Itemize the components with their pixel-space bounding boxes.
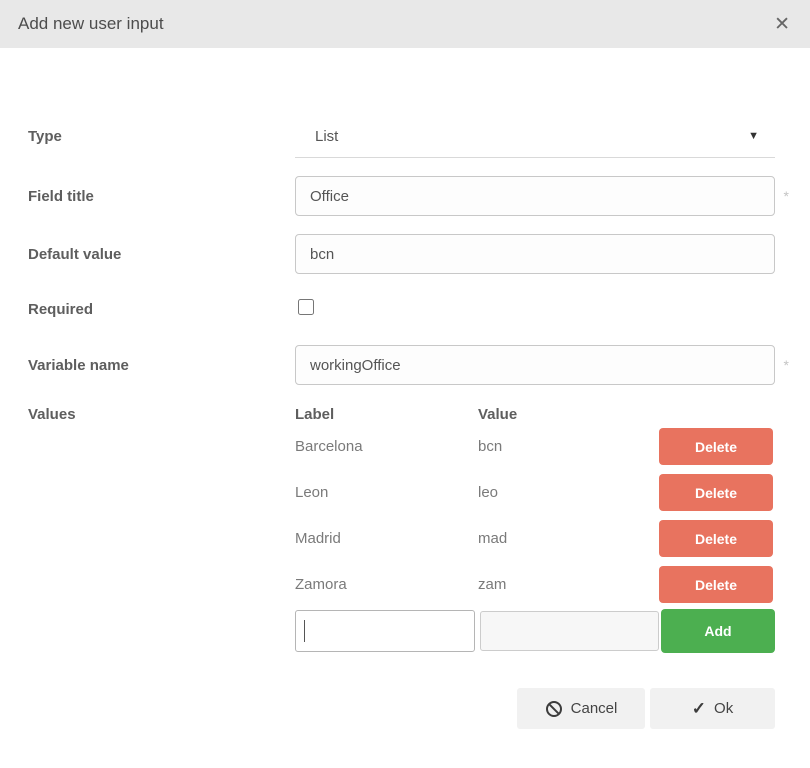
new-label-input[interactable]: [295, 610, 475, 652]
add-user-input-dialog: Add new user input ✕ Type List ▼ Field t…: [0, 0, 810, 729]
value-row-madrid: Madrid mad Delete: [295, 516, 775, 561]
ok-button[interactable]: ✓ Ok: [650, 688, 775, 729]
required-checkbox[interactable]: [298, 299, 314, 315]
type-row: Type List ▼: [28, 115, 775, 158]
value-row-leon: Leon leo Delete: [295, 470, 775, 515]
value-row-label: Barcelona: [295, 438, 363, 455]
column-header-label: Label: [295, 406, 335, 423]
values-section: Values Label Value Barcelona bcn Delete …: [28, 406, 775, 653]
cancel-button[interactable]: Cancel: [517, 688, 645, 729]
text-cursor: [304, 620, 305, 642]
variable-name-row: Variable name *: [28, 345, 789, 385]
checkmark-icon: ✓: [691, 698, 707, 718]
value-row-value: zam: [478, 576, 507, 593]
dialog-footer: Cancel ✓ Ok: [28, 688, 775, 729]
values-rows: Barcelona bcn Delete Leon leo Delete Mad…: [295, 424, 775, 653]
form-area: Type List ▼ Field title * Default value: [0, 115, 810, 729]
default-value-row: Default value: [28, 234, 775, 274]
value-row-value: bcn: [478, 438, 503, 455]
field-title-row: Field title *: [28, 176, 789, 216]
value-row-value: leo: [478, 484, 499, 501]
value-row-zamora: Zamora zam Delete: [295, 562, 775, 607]
cancel-button-label: Cancel: [570, 700, 618, 717]
default-value-label: Default value: [28, 245, 122, 263]
add-value-row: Add: [295, 609, 775, 653]
default-value-input[interactable]: [295, 234, 775, 274]
value-row-label: Leon: [295, 484, 329, 501]
value-row-label: Zamora: [295, 576, 347, 593]
required-label: Required: [28, 301, 94, 318]
prohibition-icon: [545, 700, 563, 718]
close-icon[interactable]: ✕: [774, 13, 790, 35]
type-select-value: List: [315, 127, 339, 145]
field-title-input[interactable]: [295, 176, 775, 216]
add-button[interactable]: Add: [661, 609, 775, 653]
type-label: Type: [28, 128, 62, 145]
value-row-barcelona: Barcelona bcn Delete: [295, 424, 775, 469]
chevron-down-icon: ▼: [748, 130, 759, 142]
required-marker: *: [783, 357, 789, 373]
delete-button[interactable]: Delete: [659, 566, 773, 603]
variable-name-label: Variable name: [28, 356, 129, 374]
dialog-header: Add new user input ✕: [0, 0, 810, 48]
delete-button[interactable]: Delete: [659, 428, 773, 465]
dialog-title: Add new user input: [18, 14, 164, 33]
field-title-label: Field title: [28, 187, 94, 205]
delete-button[interactable]: Delete: [659, 520, 773, 557]
required-row: Required: [28, 299, 775, 318]
required-marker: *: [783, 188, 789, 204]
value-row-label: Madrid: [295, 530, 341, 547]
column-header-value: Value: [478, 406, 518, 423]
type-select[interactable]: List ▼: [295, 115, 775, 158]
values-label: Values: [28, 406, 76, 423]
values-header: Values Label Value: [28, 406, 775, 423]
new-value-input[interactable]: [480, 611, 659, 651]
delete-button[interactable]: Delete: [659, 474, 773, 511]
ok-button-label: Ok: [714, 700, 734, 717]
variable-name-input[interactable]: [295, 345, 775, 385]
value-row-value: mad: [478, 530, 508, 547]
